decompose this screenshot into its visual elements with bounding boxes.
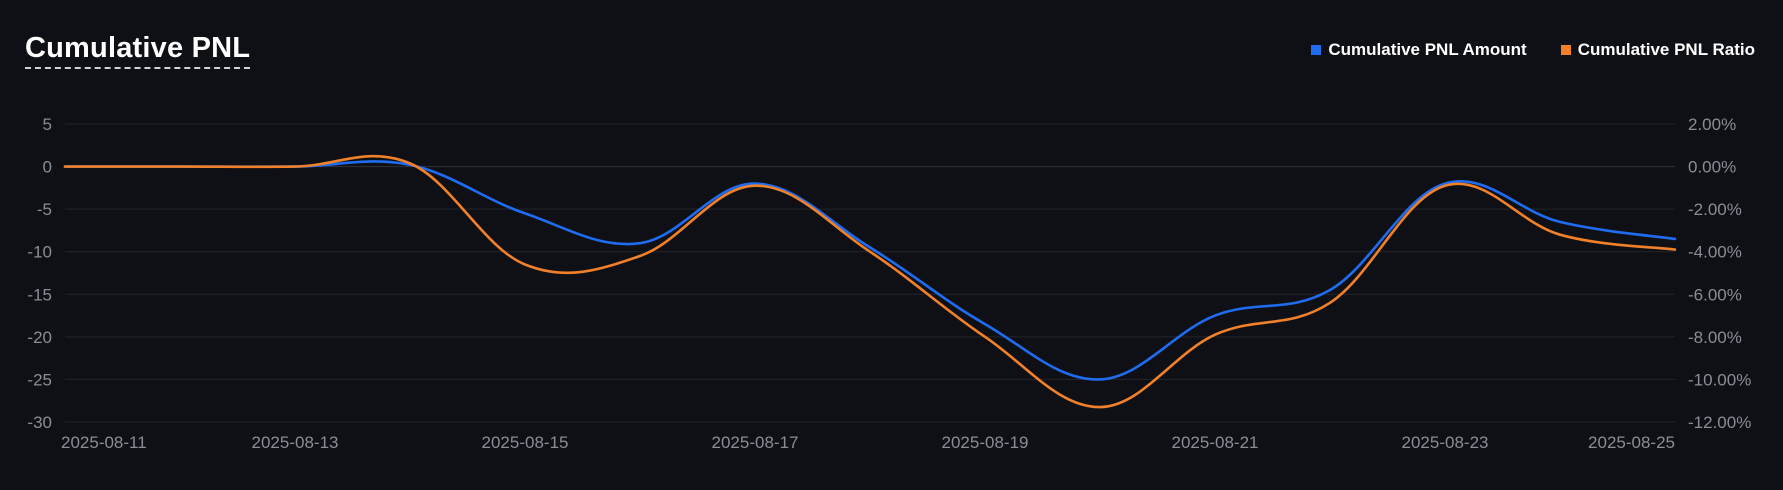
- y-right-tick-label: -2.00%: [1688, 200, 1742, 219]
- legend-label-amount: Cumulative PNL Amount: [1328, 40, 1527, 59]
- y-right-tick-label: 2.00%: [1688, 115, 1736, 134]
- y-left-tick-label: -25: [27, 370, 52, 389]
- legend-swatch-ratio: [1560, 45, 1571, 55]
- y-right-tick-label: -6.00%: [1688, 285, 1742, 304]
- y-left-tick-label: -5: [37, 200, 52, 219]
- legend-item-amount[interactable]: Cumulative PNL Amount: [1311, 40, 1527, 60]
- series-line-ratio: [63, 154, 1677, 409]
- y-left-tick-label: 5: [43, 115, 52, 134]
- y-axis-left: 5 0 -5 -10 -15 -20 -25 -30: [27, 115, 52, 432]
- legend: Cumulative PNL Amount Cumulative PNL Rat…: [1311, 40, 1755, 60]
- y-right-tick-label: -4.00%: [1688, 243, 1742, 262]
- x-axis: 2025-08-11 2025-08-13 2025-08-15 2025-08-17…: [61, 433, 1675, 452]
- x-tick-label: 2025-08-11: [61, 433, 147, 452]
- series-lines: [63, 154, 1677, 409]
- legend-label-ratio: Cumulative PNL Ratio: [1577, 40, 1755, 59]
- x-tick-label: 2025-08-21: [1172, 433, 1259, 452]
- y-axis-right: 2.00% 0.00% -2.00% -4.00% -6.00% -8.00% -10.00…: [1688, 115, 1751, 432]
- legend-swatch-amount: [1311, 45, 1322, 55]
- series-line-amount: [63, 160, 1677, 381]
- y-left-tick-label: -30: [27, 413, 52, 432]
- y-right-tick-label: -8.00%: [1688, 328, 1742, 347]
- x-tick-label: 2025-08-25: [1588, 433, 1675, 452]
- y-left-tick-label: -10: [27, 243, 52, 262]
- x-tick-label: 2025-08-13: [252, 433, 339, 452]
- x-tick-label: 2025-08-19: [942, 433, 1029, 452]
- y-right-tick-label: -10.00%: [1688, 370, 1751, 389]
- gridlines: [65, 123, 1675, 423]
- y-left-tick-label: 0: [43, 158, 52, 177]
- legend-item-ratio[interactable]: Cumulative PNL Ratio: [1560, 40, 1755, 60]
- x-tick-label: 2025-08-15: [482, 433, 569, 452]
- y-right-tick-label: -12.00%: [1688, 413, 1751, 432]
- x-tick-label: 2025-08-23: [1402, 433, 1489, 452]
- chart-title: Cumulative PNL: [25, 32, 251, 69]
- y-left-tick-label: -20: [27, 328, 52, 347]
- x-tick-label: 2025-08-17: [712, 433, 799, 452]
- y-right-tick-label: 0.00%: [1688, 158, 1736, 177]
- y-left-tick-label: -15: [27, 285, 52, 304]
